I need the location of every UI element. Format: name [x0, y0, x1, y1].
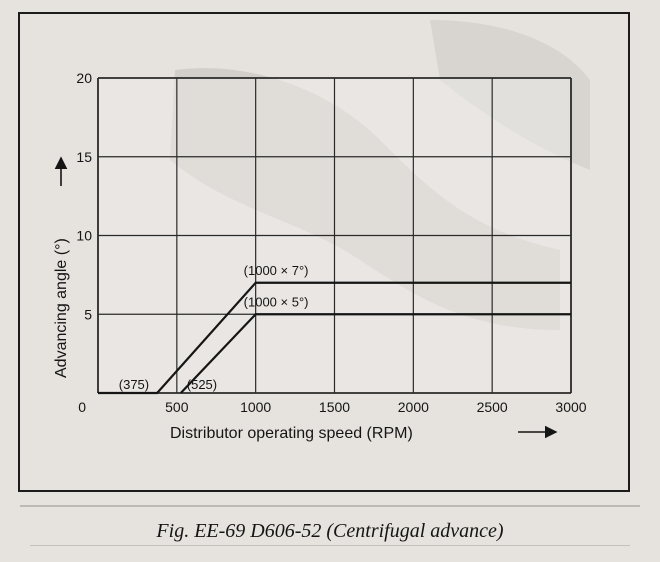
y-tick-label: 10 — [76, 228, 92, 244]
grid-lines — [97, 77, 572, 394]
series-line — [179, 313, 571, 394]
figure-frame — [18, 12, 630, 492]
x-tick-label: 0 — [78, 399, 86, 415]
annotations: (1000 × 7°) (1000 × 5°) (375) (525) — [119, 263, 309, 392]
x-tick-label: 1500 — [319, 399, 350, 415]
x-tick-label: 500 — [165, 399, 189, 415]
x-tick-labels: 0 500 1000 1500 2000 2500 3000 — [78, 399, 587, 415]
annotation-label: (375) — [119, 377, 149, 392]
x-tick-label: 2500 — [477, 399, 508, 415]
annotation-label: (525) — [187, 377, 217, 392]
y-tick-label: 20 — [76, 70, 92, 86]
y-axis-title: Advancing angle (°) — [53, 238, 70, 378]
x-tick-label: 3000 — [555, 399, 586, 415]
y-tick-label: 15 — [76, 149, 92, 165]
x-tick-label: 2000 — [398, 399, 429, 415]
series-lines — [98, 281, 571, 395]
x-tick-label: 1000 — [240, 399, 271, 415]
series-line — [98, 281, 571, 395]
x-axis-title: Distributor operating speed (RPM) — [170, 425, 413, 442]
annotation-label: (1000 × 7°) — [244, 263, 309, 278]
annotation-label: (1000 × 5°) — [244, 294, 309, 309]
y-tick-label: 5 — [84, 306, 92, 322]
figure-caption: Fig. EE-69 D606-52 (Centrifugal advance) — [156, 520, 504, 542]
y-tick-labels: 5 10 15 20 — [76, 70, 92, 322]
